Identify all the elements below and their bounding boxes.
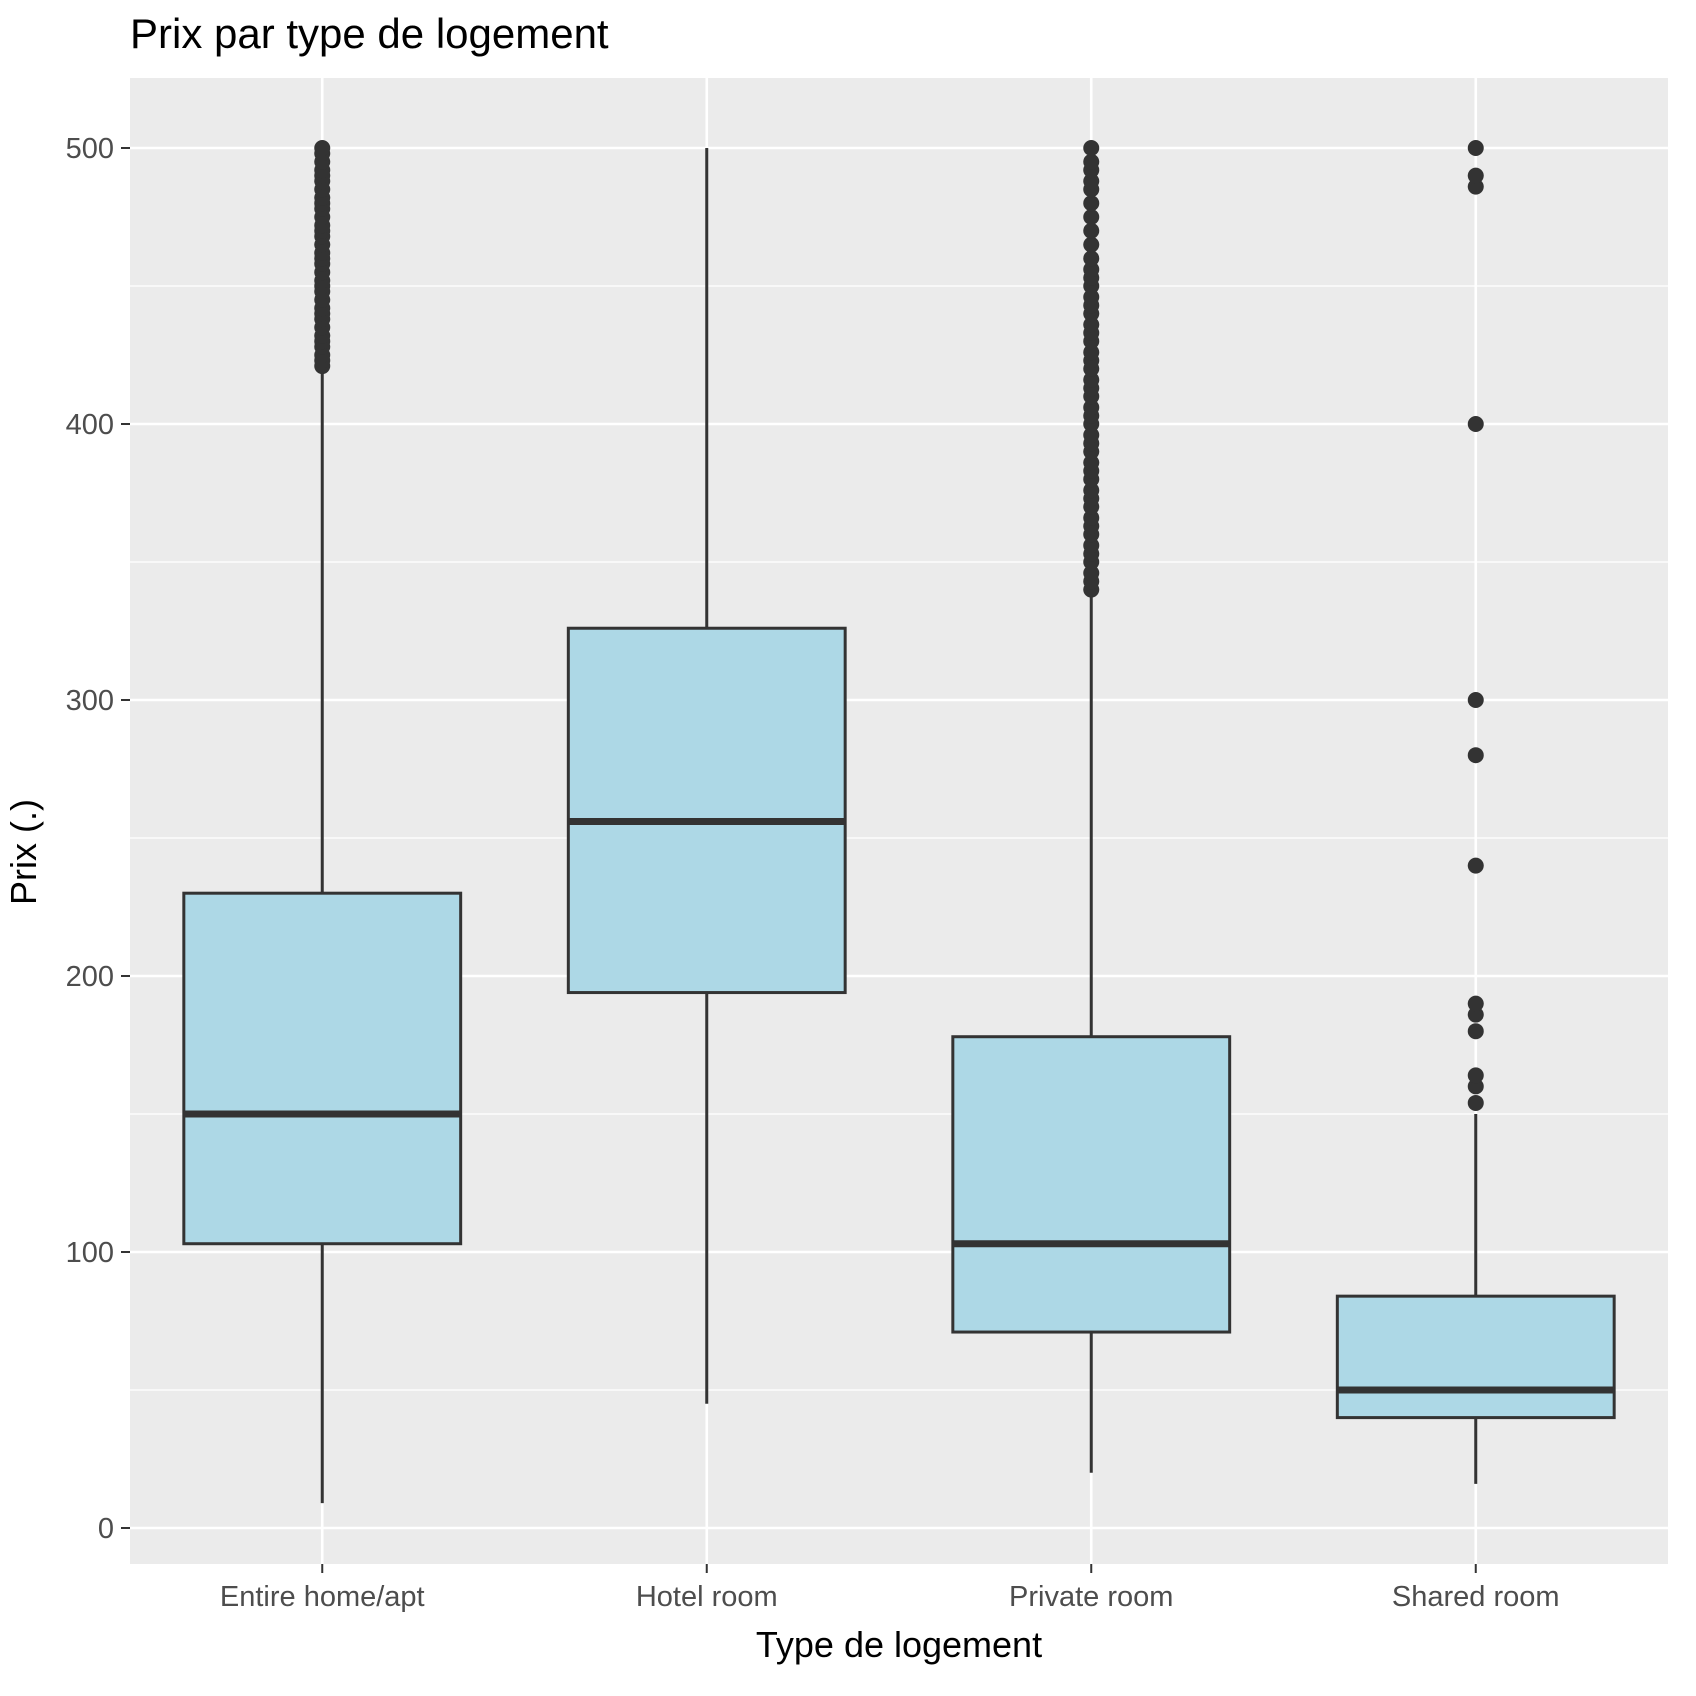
outlier-point [1083, 140, 1100, 156]
outlier-point [1467, 1067, 1484, 1084]
x-tick-label: Shared room [1392, 1581, 1560, 1613]
outlier-point [1083, 565, 1100, 582]
y-tick-label: 400 [66, 409, 114, 441]
outlier-point [1083, 482, 1100, 499]
outlier-point [1467, 857, 1484, 874]
outlier-point [1083, 537, 1100, 554]
y-tick-label: 200 [66, 961, 114, 993]
outlier-point [1083, 236, 1100, 253]
y-axis-title: Prix (.) [3, 799, 44, 905]
chart-title: Prix par type de logement [130, 10, 609, 57]
x-tick-label: Private room [1009, 1581, 1173, 1613]
outlier-point [1083, 250, 1100, 267]
outlier-point [1467, 1006, 1484, 1023]
outlier-point [1467, 1094, 1484, 1111]
outlier-point [1467, 1078, 1484, 1095]
outlier-point [1083, 509, 1100, 526]
outlier-point [1467, 167, 1484, 184]
box-iqr [182, 891, 463, 1246]
outlier-point [1083, 399, 1100, 416]
outlier-point [1083, 209, 1100, 225]
outlier-point [1467, 140, 1484, 156]
outlier-point [1083, 261, 1100, 278]
outlier-point [1083, 371, 1100, 388]
x-tick-label: Hotel room [636, 1581, 778, 1613]
outlier-point [1083, 316, 1100, 333]
y-tick-label: 100 [66, 1237, 114, 1269]
outlier-point [1467, 416, 1484, 432]
outlier-point [1467, 1023, 1484, 1040]
outlier-point [314, 140, 331, 156]
outlier-point [1467, 692, 1484, 708]
outlier-point [1467, 178, 1484, 195]
outlier-point [1467, 747, 1484, 764]
outlier-point [1083, 222, 1100, 239]
outlier-point [1083, 173, 1100, 190]
box-iqr [566, 626, 847, 995]
outlier-point [1083, 153, 1100, 170]
box-iqr [1335, 1294, 1616, 1420]
outlier-point [1083, 289, 1100, 306]
outlier-point [1083, 195, 1100, 212]
outlier-point [1083, 427, 1100, 444]
y-tick-label: 500 [66, 133, 114, 165]
x-axis-title: Type de logement [755, 1624, 1043, 1665]
outlier-point [1467, 995, 1484, 1012]
y-tick-label: 0 [98, 1513, 114, 1545]
y-tick-label: 300 [66, 685, 114, 717]
outlier-point [1083, 344, 1100, 361]
x-tick-label: Entire home/apt [220, 1581, 425, 1613]
box-iqr [951, 1035, 1232, 1334]
outlier-point [1083, 454, 1100, 471]
